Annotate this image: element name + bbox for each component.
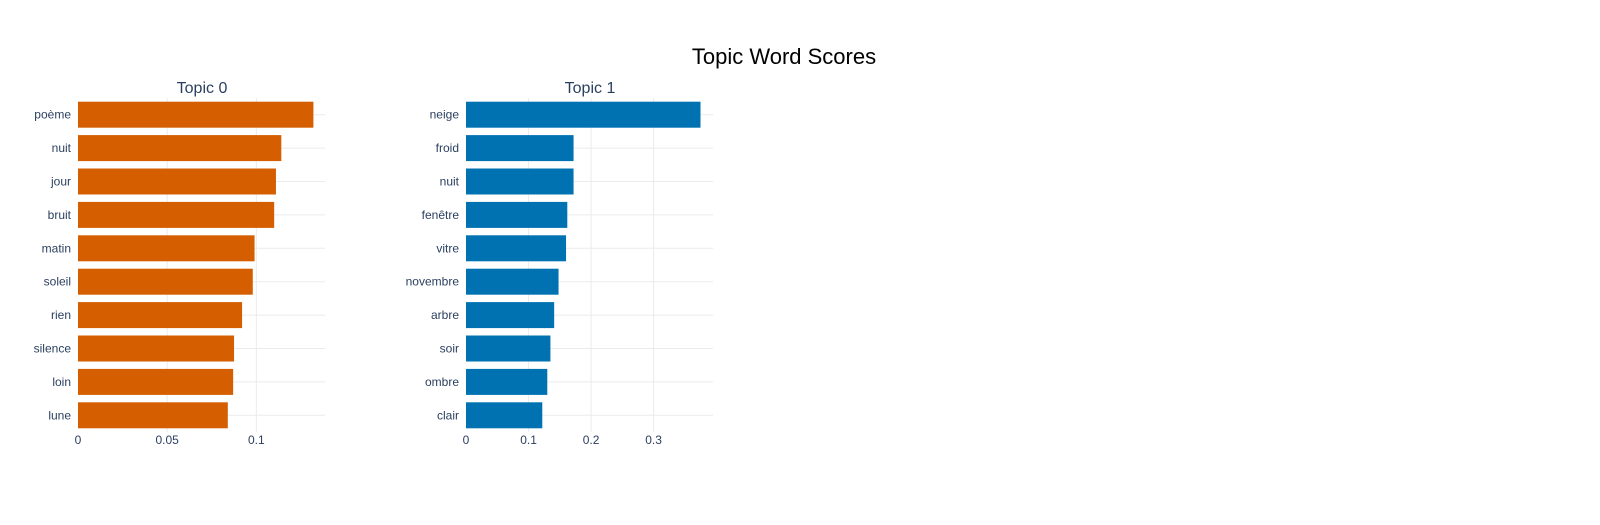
topic-1-xtick-label-1: 0.1: [520, 433, 537, 447]
topic-1-bar-5: [466, 268, 559, 295]
topic-1-bar-1: [466, 135, 574, 162]
topic-0-category-label-6: rien: [51, 308, 71, 322]
topic-1-category-label-9: clair: [437, 408, 459, 422]
topic-1-bar-2: [466, 168, 574, 195]
topic-0-category-label-8: loin: [52, 375, 71, 389]
topic-0-category-label-0: poème: [34, 108, 71, 122]
topic-1-xtick-label-3: 0.3: [645, 433, 662, 447]
topic-1-bar-8: [466, 368, 548, 395]
topic-0-xtick-label-2: 0.1: [248, 433, 265, 447]
topic-1-category-label-4: vitre: [436, 241, 459, 255]
topic-1-category-label-5: novembre: [406, 275, 460, 289]
chart-title: Topic Word Scores: [692, 44, 876, 69]
topic-0-title: Topic 0: [177, 80, 228, 97]
topic-1-category-label-7: soir: [440, 342, 459, 356]
topic-0-bar-6: [78, 302, 243, 329]
topic-1-bar-6: [466, 302, 555, 329]
topic-1-xtick-label-2: 0.2: [583, 433, 600, 447]
topic-1-category-label-8: ombre: [425, 375, 459, 389]
topic-1-bar-9: [466, 402, 543, 429]
topic-0-bar-3: [78, 201, 275, 228]
topic-1-category-label-0: neige: [430, 108, 460, 122]
topic-0-bar-1: [78, 135, 282, 162]
topic-1-category-label-1: froid: [436, 141, 459, 155]
topic-0-category-label-1: nuit: [52, 141, 72, 155]
topic-0-xtick-label-0: 0: [75, 433, 82, 447]
topic-0-bar-9: [78, 402, 228, 429]
topic-0-bar-4: [78, 235, 255, 262]
topic-1-bar-7: [466, 335, 551, 362]
topic-1-xtick-label-0: 0: [463, 433, 470, 447]
topic-1-bar-4: [466, 235, 567, 262]
topic-1-category-label-2: nuit: [440, 175, 460, 189]
topic-0-xtick-label-1: 0.05: [155, 433, 179, 447]
topic-0-category-label-9: lune: [48, 408, 71, 422]
topic-0-category-label-5: soleil: [44, 275, 71, 289]
topic-1-category-label-3: fenêtre: [422, 208, 460, 222]
topic-0-bar-2: [78, 168, 276, 195]
topic-1-panel: Topic 1 neige froid nuit fenêtre vitre novemb…: [406, 80, 713, 447]
topic-1-title: Topic 1: [565, 80, 616, 97]
topic-0-bar-5: [78, 268, 253, 295]
topic-0-category-label-4: matin: [42, 241, 71, 255]
topic-0-panel: Topic 0 poème nuit jour bruit matin soleil rie…: [34, 80, 325, 447]
topic-0-bar-0: [78, 101, 314, 128]
topic-1-category-label-6: arbre: [431, 308, 459, 322]
topic-0-bar-7: [78, 335, 235, 362]
topic-0-category-label-2: jour: [50, 175, 71, 189]
topic-0-category-label-3: bruit: [48, 208, 72, 222]
topic-1-bar-3: [466, 201, 568, 228]
topic-0-bar-8: [78, 368, 234, 395]
topic-1-bar-0: [466, 101, 701, 128]
topic-0-category-label-7: silence: [34, 342, 72, 356]
